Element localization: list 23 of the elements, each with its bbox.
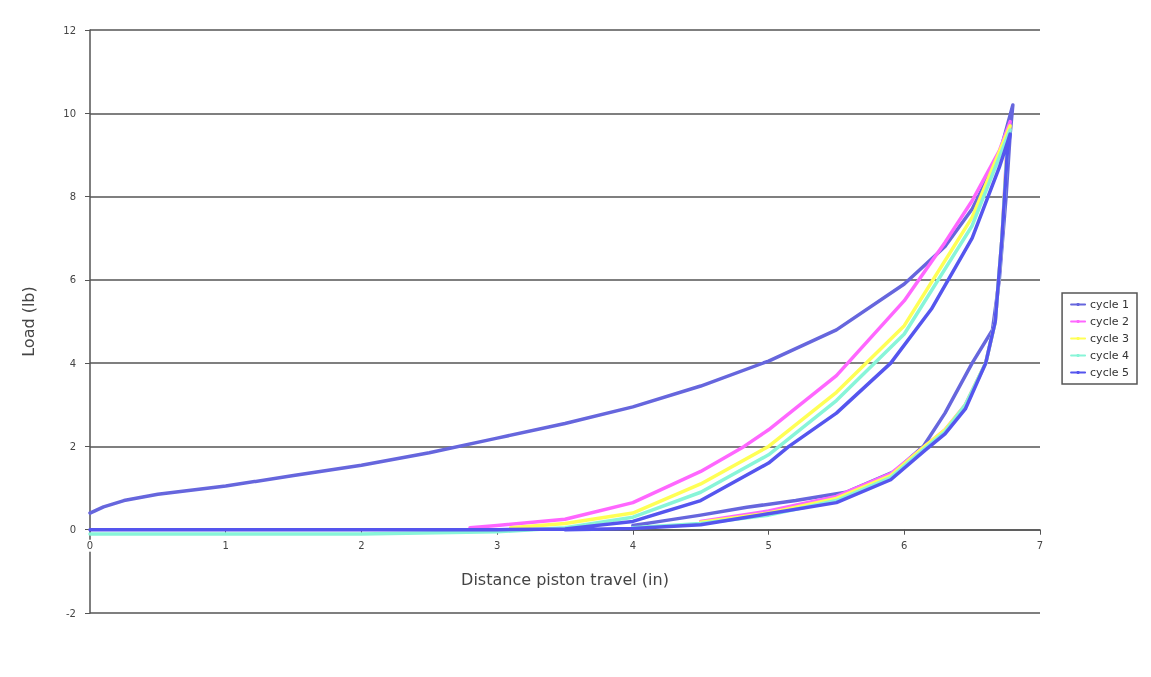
y-tick-label: 2 (69, 440, 76, 452)
x-tick-label: 1 (222, 540, 229, 552)
y-tick-label: -2 (66, 607, 76, 619)
legend-label: cycle 1 (1090, 298, 1130, 311)
legend-label: cycle 3 (1090, 332, 1130, 345)
legend-label: cycle 5 (1090, 366, 1130, 379)
x-tick-label: 6 (901, 540, 908, 552)
x-tick-label: 7 (1036, 540, 1044, 552)
x-tick-label: 4 (629, 540, 637, 552)
x-tick-label: 3 (493, 540, 501, 552)
x-tick-label: 5 (765, 540, 772, 552)
x-axis-title: Distance piston travel (in) (461, 570, 669, 590)
y-tick-label: 6 (69, 274, 76, 286)
x-tick-label: 0 (86, 540, 94, 552)
x-tick-label: 2 (358, 540, 365, 552)
legend-label: cycle 2 (1090, 315, 1130, 328)
y-axis-title: Load (lb) (18, 286, 38, 357)
y-tick-label: 10 (63, 107, 76, 119)
y-tick-label: 0 (69, 524, 76, 536)
y-tick-label: 8 (69, 191, 76, 203)
y-tick-label: 4 (69, 357, 76, 369)
legend-label: cycle 4 (1090, 349, 1130, 362)
y-tick-label: 12 (63, 24, 76, 36)
